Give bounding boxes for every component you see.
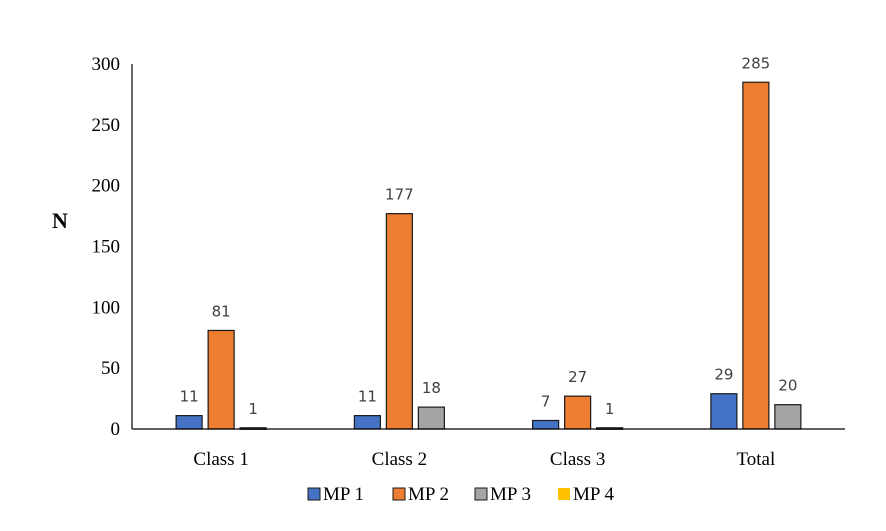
y-tick-label: 250	[92, 115, 121, 136]
data-label: 20	[778, 377, 797, 395]
y-tick-label: 200	[92, 176, 121, 197]
legend-swatch	[474, 487, 488, 501]
bar-mp2-class-1	[207, 329, 235, 430]
y-tick-label: 150	[92, 237, 121, 258]
y-tick-label: 50	[101, 358, 120, 379]
data-label: 177	[385, 186, 414, 204]
legend-swatch	[558, 488, 570, 500]
legend-label: MP 1	[323, 484, 364, 505]
legend-swatch	[392, 487, 406, 501]
data-label: 27	[568, 368, 587, 386]
legend-label: MP 2	[408, 484, 449, 505]
bar-mp2-total	[742, 81, 770, 430]
data-label: 7	[541, 392, 551, 410]
axes-group	[131, 64, 845, 430]
data-label: 18	[422, 379, 441, 397]
bar-mp3-class-2	[417, 406, 445, 430]
x-category-label: Total	[736, 449, 775, 470]
y-tick-label: 300	[92, 54, 121, 75]
data-label: 1	[248, 400, 258, 418]
y-tick-label: 100	[92, 297, 121, 318]
data-label: 81	[212, 302, 231, 320]
bars-group	[175, 81, 802, 430]
bar-mp2-class-3	[564, 395, 592, 430]
x-category-label: Class 2	[372, 449, 427, 470]
bar-mp1-class-2	[353, 415, 381, 430]
legend: MP 1 MP 2 MP 3 MP 4	[307, 484, 615, 505]
x-category-label: Class 1	[193, 449, 248, 470]
data-label: 11	[358, 388, 377, 406]
bar-mp2-class-2	[385, 213, 413, 430]
y-tick-label: 0	[111, 419, 121, 440]
data-label: 1	[605, 400, 615, 418]
legend-label: MP 4	[573, 484, 615, 505]
data-label: 285	[742, 54, 771, 72]
data-label: 29	[714, 366, 733, 384]
y-axis-ticks: 0 50 100 150 200 250 300	[92, 54, 121, 440]
category-labels-group: Class 1 Class 2 Class 3 Total	[193, 449, 775, 470]
x-category-label: Class 3	[550, 449, 605, 470]
bar-mp1-class-1	[175, 415, 203, 430]
bar-mp3-total	[774, 404, 802, 430]
bar-mp1-class-3	[532, 419, 560, 430]
bar-mp1-total	[710, 393, 738, 430]
data-label: 11	[180, 388, 199, 406]
legend-swatch	[307, 487, 321, 501]
legend-label: MP 3	[490, 484, 531, 505]
y-axis-label: N	[52, 208, 68, 233]
